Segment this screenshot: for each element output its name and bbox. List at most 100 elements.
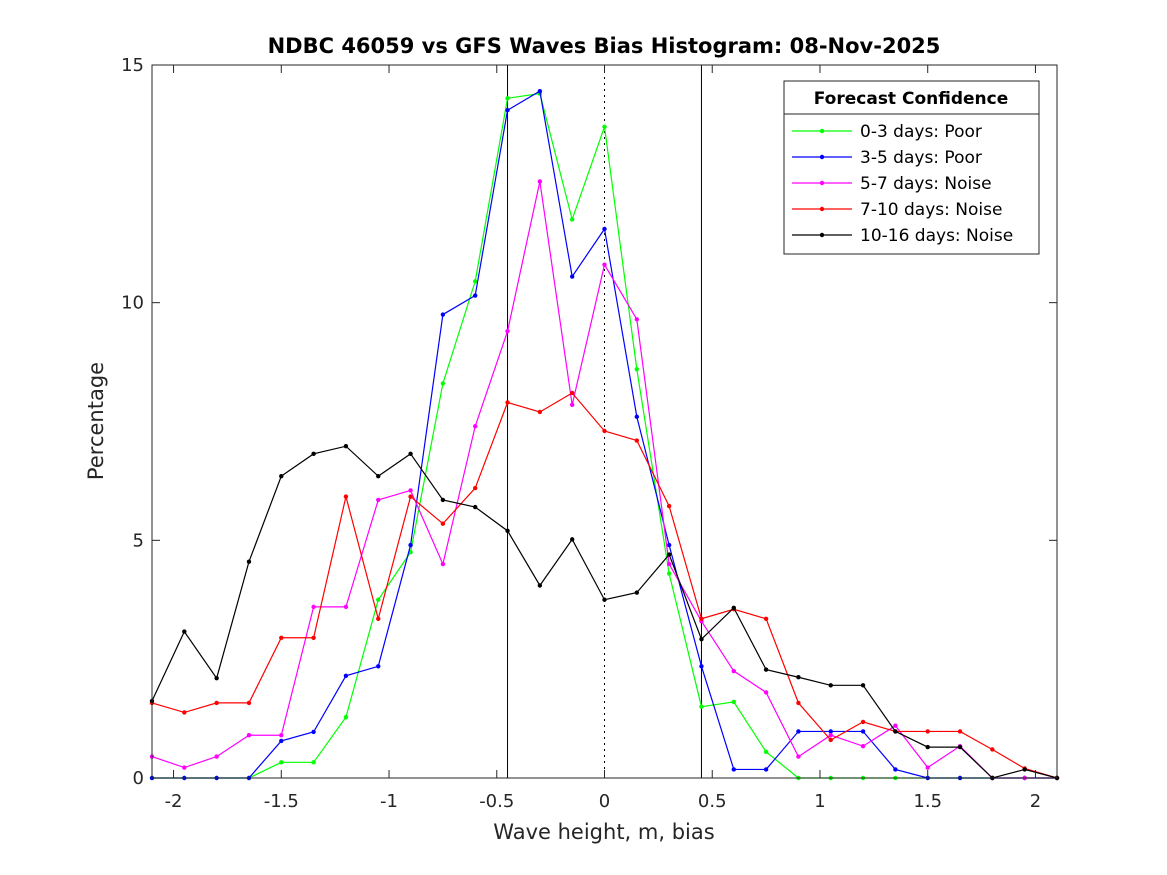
data-point: [505, 328, 510, 334]
data-point: [699, 704, 704, 709]
data-point: [602, 428, 607, 434]
data-point: [763, 667, 769, 672]
data-point: [602, 124, 607, 129]
legend-marker: [819, 128, 825, 134]
data-point: [376, 664, 381, 669]
data-point: [473, 424, 478, 429]
data-point: [666, 503, 672, 509]
data-point: [634, 414, 640, 419]
data-point: [376, 473, 381, 479]
data-point: [699, 664, 704, 669]
data-point: [957, 744, 963, 750]
data-point: [569, 217, 575, 222]
legend-marker: [819, 180, 825, 186]
data-point: [990, 747, 995, 752]
legend-entry-3: 7-10 days: Noise: [792, 200, 1002, 220]
data-point: [763, 616, 769, 621]
legend-entry-0: 0-3 days: Poor: [792, 122, 982, 142]
data-point: [796, 675, 801, 680]
data-point: [796, 700, 801, 706]
x-tick-label: -0.5: [479, 791, 514, 812]
data-point: [505, 107, 510, 113]
x-tick-label: -1: [380, 791, 398, 812]
data-point: [505, 528, 510, 534]
reference-lines: [507, 65, 702, 778]
data-point: [182, 629, 187, 634]
data-point: [602, 226, 607, 232]
data-point: [440, 381, 446, 386]
data-point: [699, 616, 704, 621]
data-point: [473, 485, 478, 491]
data-point: [408, 494, 413, 499]
data-point: [182, 710, 187, 715]
data-point: [957, 729, 963, 734]
y-axis-label: Percentage: [84, 362, 108, 480]
data-point: [343, 714, 349, 720]
data-point: [440, 312, 446, 317]
x-tick-label: -2: [165, 791, 183, 812]
data-point: [893, 729, 898, 734]
legend-marker: [819, 232, 825, 238]
data-point: [860, 743, 866, 749]
data-point: [925, 765, 930, 770]
series-lines: [149, 88, 1060, 781]
data-point: [731, 699, 736, 705]
data-point: [376, 616, 381, 621]
legend-entry-1: 3-5 days: Poor: [792, 148, 982, 168]
data-point: [279, 733, 284, 738]
data-point: [311, 729, 316, 735]
data-point: [666, 552, 672, 557]
data-point: [828, 733, 833, 738]
data-point: [763, 749, 769, 755]
data-point: [343, 604, 349, 610]
data-point: [763, 690, 769, 695]
y-tick-label: 0: [133, 768, 144, 789]
data-point: [311, 451, 316, 457]
data-point: [473, 279, 478, 284]
data-point: [731, 767, 736, 772]
data-point: [699, 637, 704, 642]
legend-label: 7-10 days: Noise: [860, 200, 1002, 220]
x-tick-label: 1: [814, 791, 825, 812]
y-tick-label: 10: [121, 293, 144, 314]
data-point: [343, 444, 349, 449]
data-point: [796, 729, 801, 734]
data-point: [182, 765, 187, 770]
x-tick-label: 1.5: [913, 791, 942, 812]
data-point: [473, 293, 478, 298]
data-point: [214, 700, 219, 706]
data-point: [246, 700, 252, 706]
data-point: [279, 738, 284, 744]
data-point: [763, 767, 769, 772]
data-point: [537, 583, 543, 588]
data-point: [376, 497, 381, 503]
chart-title: NDBC 46059 vs GFS Waves Bias Histogram: …: [268, 34, 941, 58]
legend-marker: [819, 206, 825, 212]
x-axis-label: Wave height, m, bias: [493, 820, 714, 844]
data-point: [440, 497, 446, 503]
data-point: [279, 635, 284, 640]
data-point: [279, 473, 284, 479]
series-2: [149, 179, 1060, 781]
data-point: [860, 729, 866, 734]
data-point: [1022, 767, 1027, 772]
data-point: [537, 409, 543, 415]
legend-label: 5-7 days: Noise: [860, 174, 992, 194]
data-point: [537, 88, 543, 94]
data-point: [925, 744, 930, 750]
data-point: [860, 719, 866, 725]
data-point: [408, 451, 413, 457]
data-point: [634, 438, 640, 443]
x-tick-label: -1.5: [264, 791, 299, 812]
legend-label: 0-3 days: Poor: [860, 122, 982, 142]
data-point: [440, 521, 446, 526]
legend-entry-2: 5-7 days: Noise: [792, 174, 992, 194]
data-point: [311, 760, 316, 765]
data-point: [311, 604, 316, 610]
legend-title: Forecast Confidence: [814, 89, 1009, 109]
data-point: [214, 675, 219, 681]
data-point: [828, 737, 833, 743]
legend: Forecast Confidence 0-3 days: Poor 3-5 da…: [783, 80, 1040, 255]
data-point: [634, 367, 640, 372]
